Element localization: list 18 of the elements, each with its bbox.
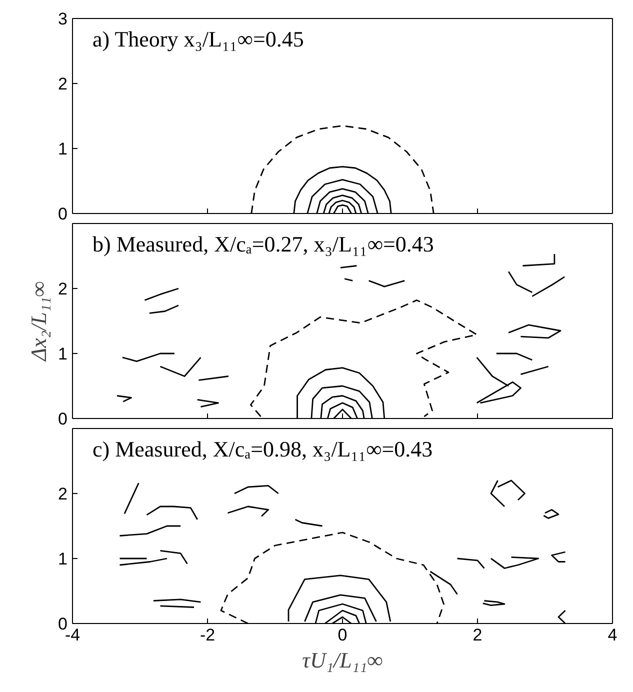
x-tick-label: 2 [472,626,482,644]
y-tick-label: 1 [58,550,68,568]
chart-title: a) Theory x₃/L₁₁∞=0.45 [92,26,304,52]
x-tick-label: 0 [338,626,348,644]
y-axis-title: Δx₂/L₁₁∞ [26,280,52,362]
chart-title: b) Measured, X/cₐ=0.27, x₃/L₁₁∞=0.43 [92,232,434,256]
chart-title: c) Measured, X/cₐ=0.98, x₃/L₁₁∞=0.43 [92,436,433,462]
y-tick-label: 0 [58,204,68,224]
y-tick-label: 0 [58,410,68,428]
y-tick-label: 1 [58,140,68,158]
y-tick-label: 2 [58,74,68,94]
x-tick-label: 4 [608,626,618,644]
x-tick-label: -2 [200,626,216,644]
y-tick-label: 2 [58,280,68,298]
x-axis-title: τU₁/L₁₁∞ [302,648,384,672]
y-tick-label: 3 [58,10,68,28]
y-tick-label: 2 [58,484,68,504]
y-tick-label: 1 [58,344,68,364]
